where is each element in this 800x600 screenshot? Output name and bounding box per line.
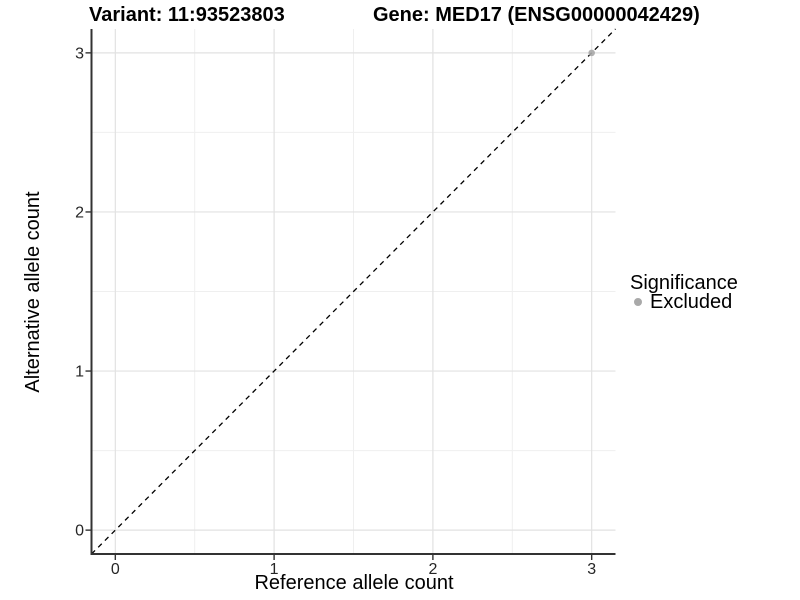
x-axis-title: Reference allele count — [254, 572, 454, 594]
legend-point-swatch-icon — [633, 298, 642, 306]
legend-title: Significance — [630, 272, 738, 294]
identity-reference-line — [91, 28, 616, 555]
data-point-excluded — [588, 49, 595, 57]
x-tick-label: 2 — [428, 561, 437, 578]
y-axis-title: Alternative allele count — [22, 191, 44, 393]
plot-title-gene: Gene: MED17 (ENSG00000042429) — [373, 4, 700, 26]
x-tick-label: 0 — [111, 561, 120, 578]
plot-title-variant: Variant: 11:93523803 — [89, 4, 285, 26]
legend-item-label: Excluded — [650, 291, 733, 313]
y-tick-label: 0 — [75, 523, 84, 540]
x-tick-label: 3 — [587, 561, 596, 578]
y-tick-label: 1 — [75, 364, 84, 381]
x-tick-label: 1 — [270, 561, 279, 578]
y-tick-label: 3 — [75, 45, 84, 62]
y-tick-label: 2 — [75, 204, 84, 221]
